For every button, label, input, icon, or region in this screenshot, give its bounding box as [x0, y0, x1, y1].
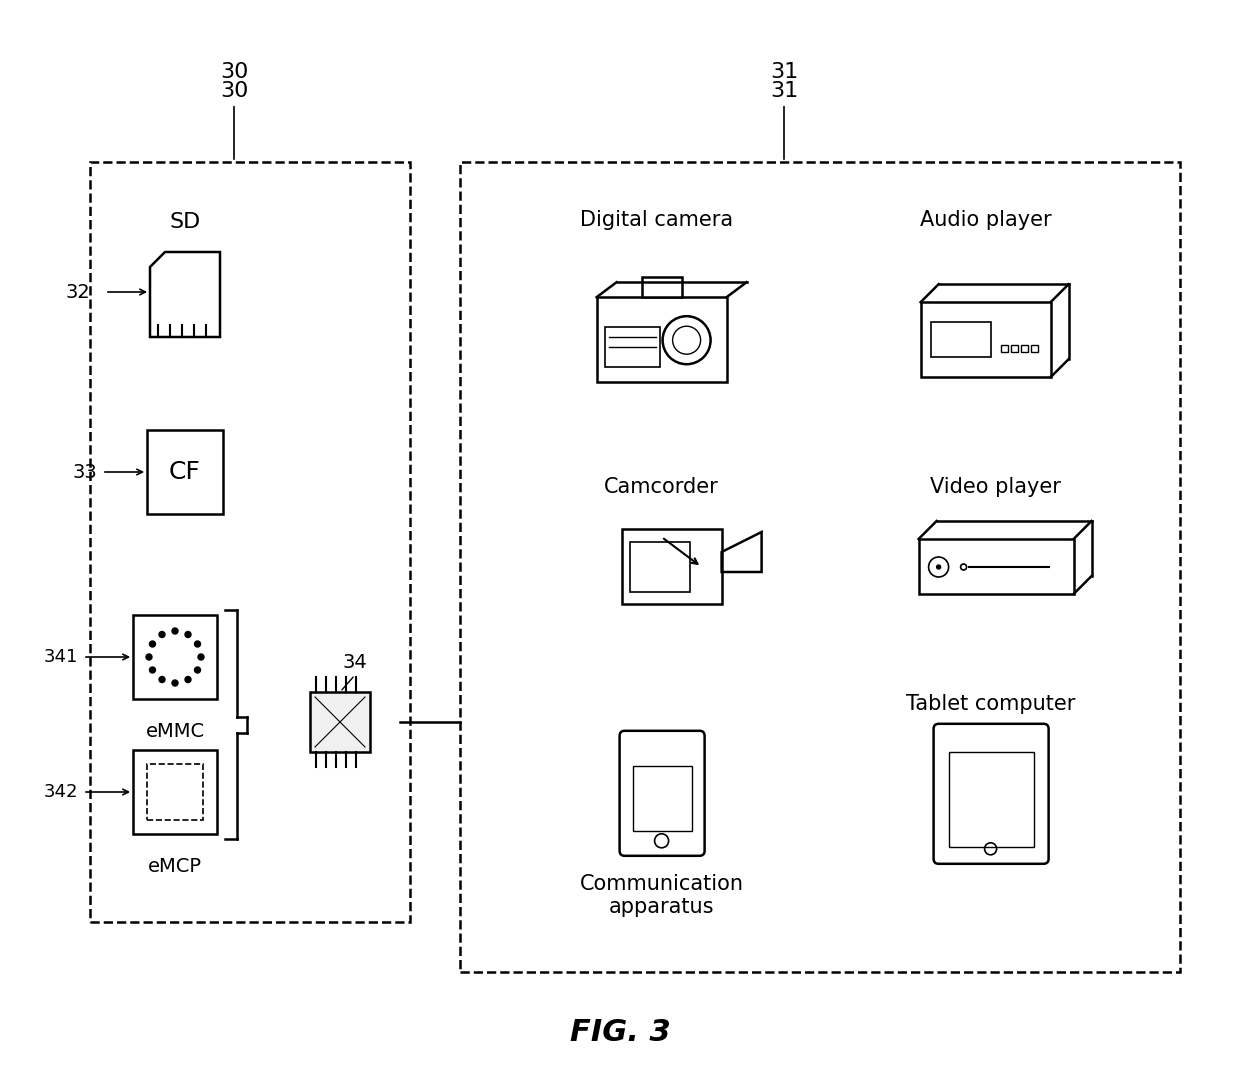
Circle shape [172, 680, 179, 686]
Text: eMMC: eMMC [145, 722, 205, 741]
Circle shape [159, 677, 165, 682]
PathPatch shape [150, 252, 219, 337]
FancyBboxPatch shape [920, 302, 1050, 377]
Circle shape [195, 641, 201, 646]
Text: Audio player: Audio player [920, 210, 1052, 230]
Text: 33: 33 [72, 463, 97, 482]
FancyBboxPatch shape [630, 542, 689, 592]
Text: eMCP: eMCP [148, 857, 202, 876]
FancyBboxPatch shape [133, 615, 217, 699]
Circle shape [195, 667, 201, 673]
Text: Communication
apparatus: Communication apparatus [579, 874, 744, 917]
Text: FIG. 3: FIG. 3 [569, 1018, 671, 1047]
FancyBboxPatch shape [148, 430, 223, 514]
FancyBboxPatch shape [620, 731, 704, 856]
Text: SD: SD [170, 212, 201, 232]
FancyBboxPatch shape [621, 529, 722, 604]
FancyBboxPatch shape [1021, 345, 1028, 353]
FancyBboxPatch shape [1030, 345, 1038, 353]
FancyBboxPatch shape [605, 328, 660, 367]
Text: 341: 341 [43, 648, 78, 666]
FancyBboxPatch shape [930, 322, 991, 357]
Circle shape [150, 641, 155, 646]
Text: 30: 30 [219, 62, 248, 82]
FancyBboxPatch shape [1011, 345, 1018, 353]
FancyBboxPatch shape [632, 765, 692, 831]
FancyBboxPatch shape [641, 277, 682, 297]
Circle shape [146, 654, 153, 660]
FancyBboxPatch shape [596, 297, 727, 382]
Circle shape [150, 667, 155, 673]
Circle shape [185, 631, 191, 638]
Text: Video player: Video player [930, 477, 1061, 497]
FancyBboxPatch shape [310, 692, 370, 752]
FancyBboxPatch shape [949, 751, 1034, 846]
Circle shape [198, 654, 205, 660]
Text: 32: 32 [66, 283, 91, 301]
Text: 34: 34 [342, 653, 367, 672]
Text: Digital camera: Digital camera [580, 210, 733, 230]
FancyBboxPatch shape [934, 724, 1049, 864]
Text: 30: 30 [219, 81, 248, 159]
Text: 31: 31 [770, 62, 799, 82]
Circle shape [172, 628, 179, 634]
Text: 31: 31 [770, 81, 799, 159]
Text: 342: 342 [43, 783, 78, 802]
FancyBboxPatch shape [133, 750, 217, 834]
Circle shape [936, 565, 941, 569]
FancyBboxPatch shape [919, 539, 1074, 594]
Text: Tablet computer: Tablet computer [906, 693, 1075, 714]
Circle shape [159, 631, 165, 638]
Text: Camcorder: Camcorder [604, 477, 719, 497]
Text: CF: CF [169, 460, 201, 484]
Circle shape [185, 677, 191, 682]
FancyBboxPatch shape [1001, 345, 1008, 353]
